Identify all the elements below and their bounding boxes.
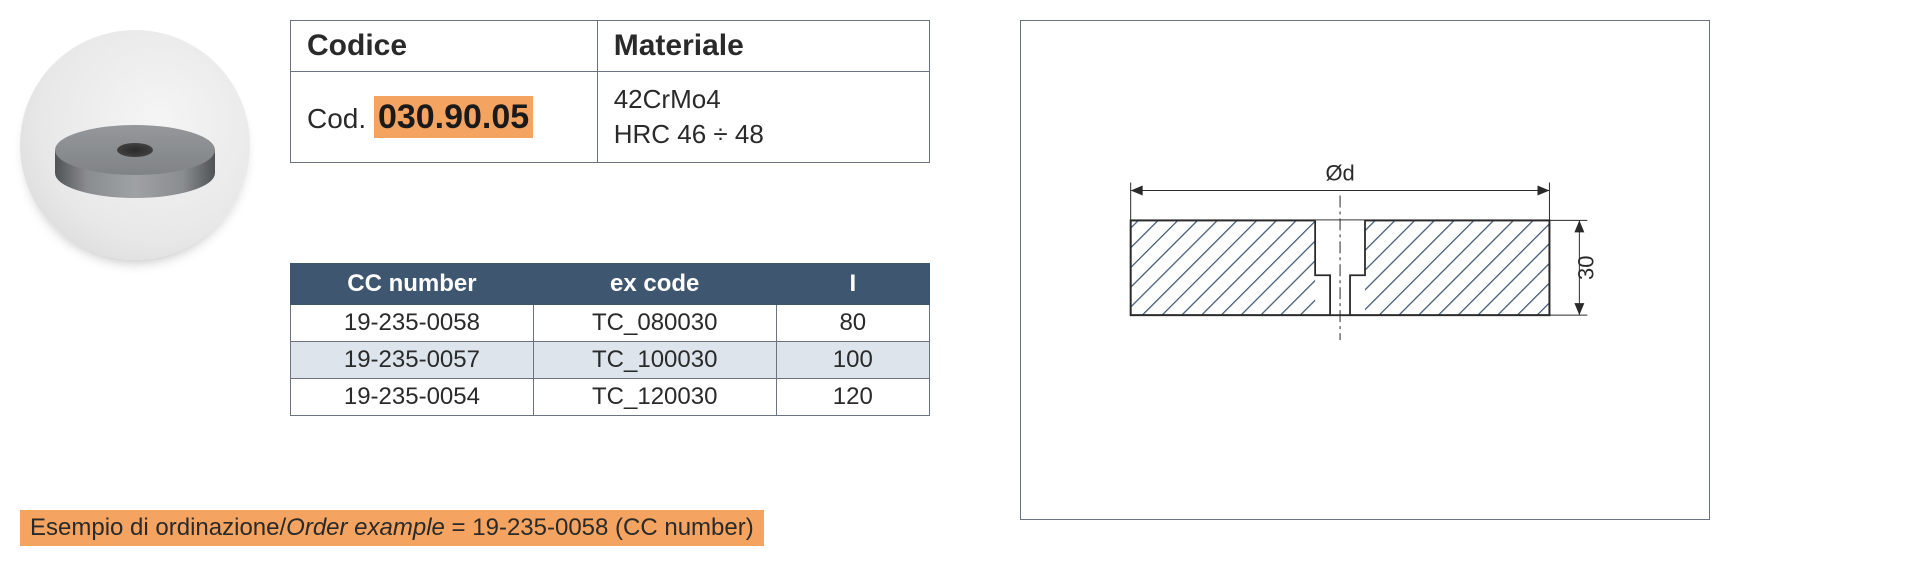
diagram-svg: Ød 30: [1021, 21, 1709, 520]
table-cell: TC_080030: [533, 305, 776, 342]
table-row: 19-235-0058TC_08003080: [291, 305, 930, 342]
order-example-en: Order example: [286, 514, 445, 541]
data-table-body: 19-235-0058TC_0800308019-235-0057TC_1000…: [291, 305, 930, 416]
order-example-value: 19-235-0058 (CC number): [472, 514, 753, 541]
material-line1: 42CrMo4: [614, 82, 913, 117]
data-table-col-1: ex code: [533, 264, 776, 305]
data-table-col-2: I: [776, 264, 929, 305]
table-cell: TC_100030: [533, 342, 776, 379]
code-value: 030.90.05: [374, 96, 533, 138]
table-row: 19-235-0054TC_120030120: [291, 379, 930, 416]
data-table-col-0: CC number: [291, 264, 534, 305]
svg-text:Ød: Ød: [1325, 161, 1354, 186]
table-cell: 80: [776, 305, 929, 342]
material-cell: 42CrMo4 HRC 46 ÷ 48: [597, 72, 929, 163]
table-cell: 19-235-0054: [291, 379, 534, 416]
data-table: CC numberex codeI 19-235-0058TC_08003080…: [290, 263, 930, 416]
table-cell: TC_120030: [533, 379, 776, 416]
info-header-material: Materiale: [597, 21, 929, 72]
table-cell: 19-235-0058: [291, 305, 534, 342]
data-table-header-row: CC numberex codeI: [291, 264, 930, 305]
table-cell: 19-235-0057: [291, 342, 534, 379]
product-photo: [20, 30, 260, 270]
table-row: 19-235-0057TC_100030100: [291, 342, 930, 379]
order-example: Esempio di ordinazione/Order example = 1…: [20, 510, 764, 546]
info-header-code: Codice: [291, 21, 598, 72]
code-cell: Cod. 030.90.05: [291, 72, 598, 163]
svg-text:30: 30: [1573, 256, 1598, 280]
table-cell: 120: [776, 379, 929, 416]
order-example-it: Esempio di ordinazione: [30, 514, 279, 541]
technical-diagram: Ød 30: [1020, 20, 1710, 520]
material-line2: HRC 46 ÷ 48: [614, 117, 913, 152]
table-cell: 100: [776, 342, 929, 379]
cod-prefix: Cod.: [307, 103, 374, 134]
info-table: Codice Materiale Cod. 030.90.05 42CrMo4 …: [290, 20, 930, 163]
